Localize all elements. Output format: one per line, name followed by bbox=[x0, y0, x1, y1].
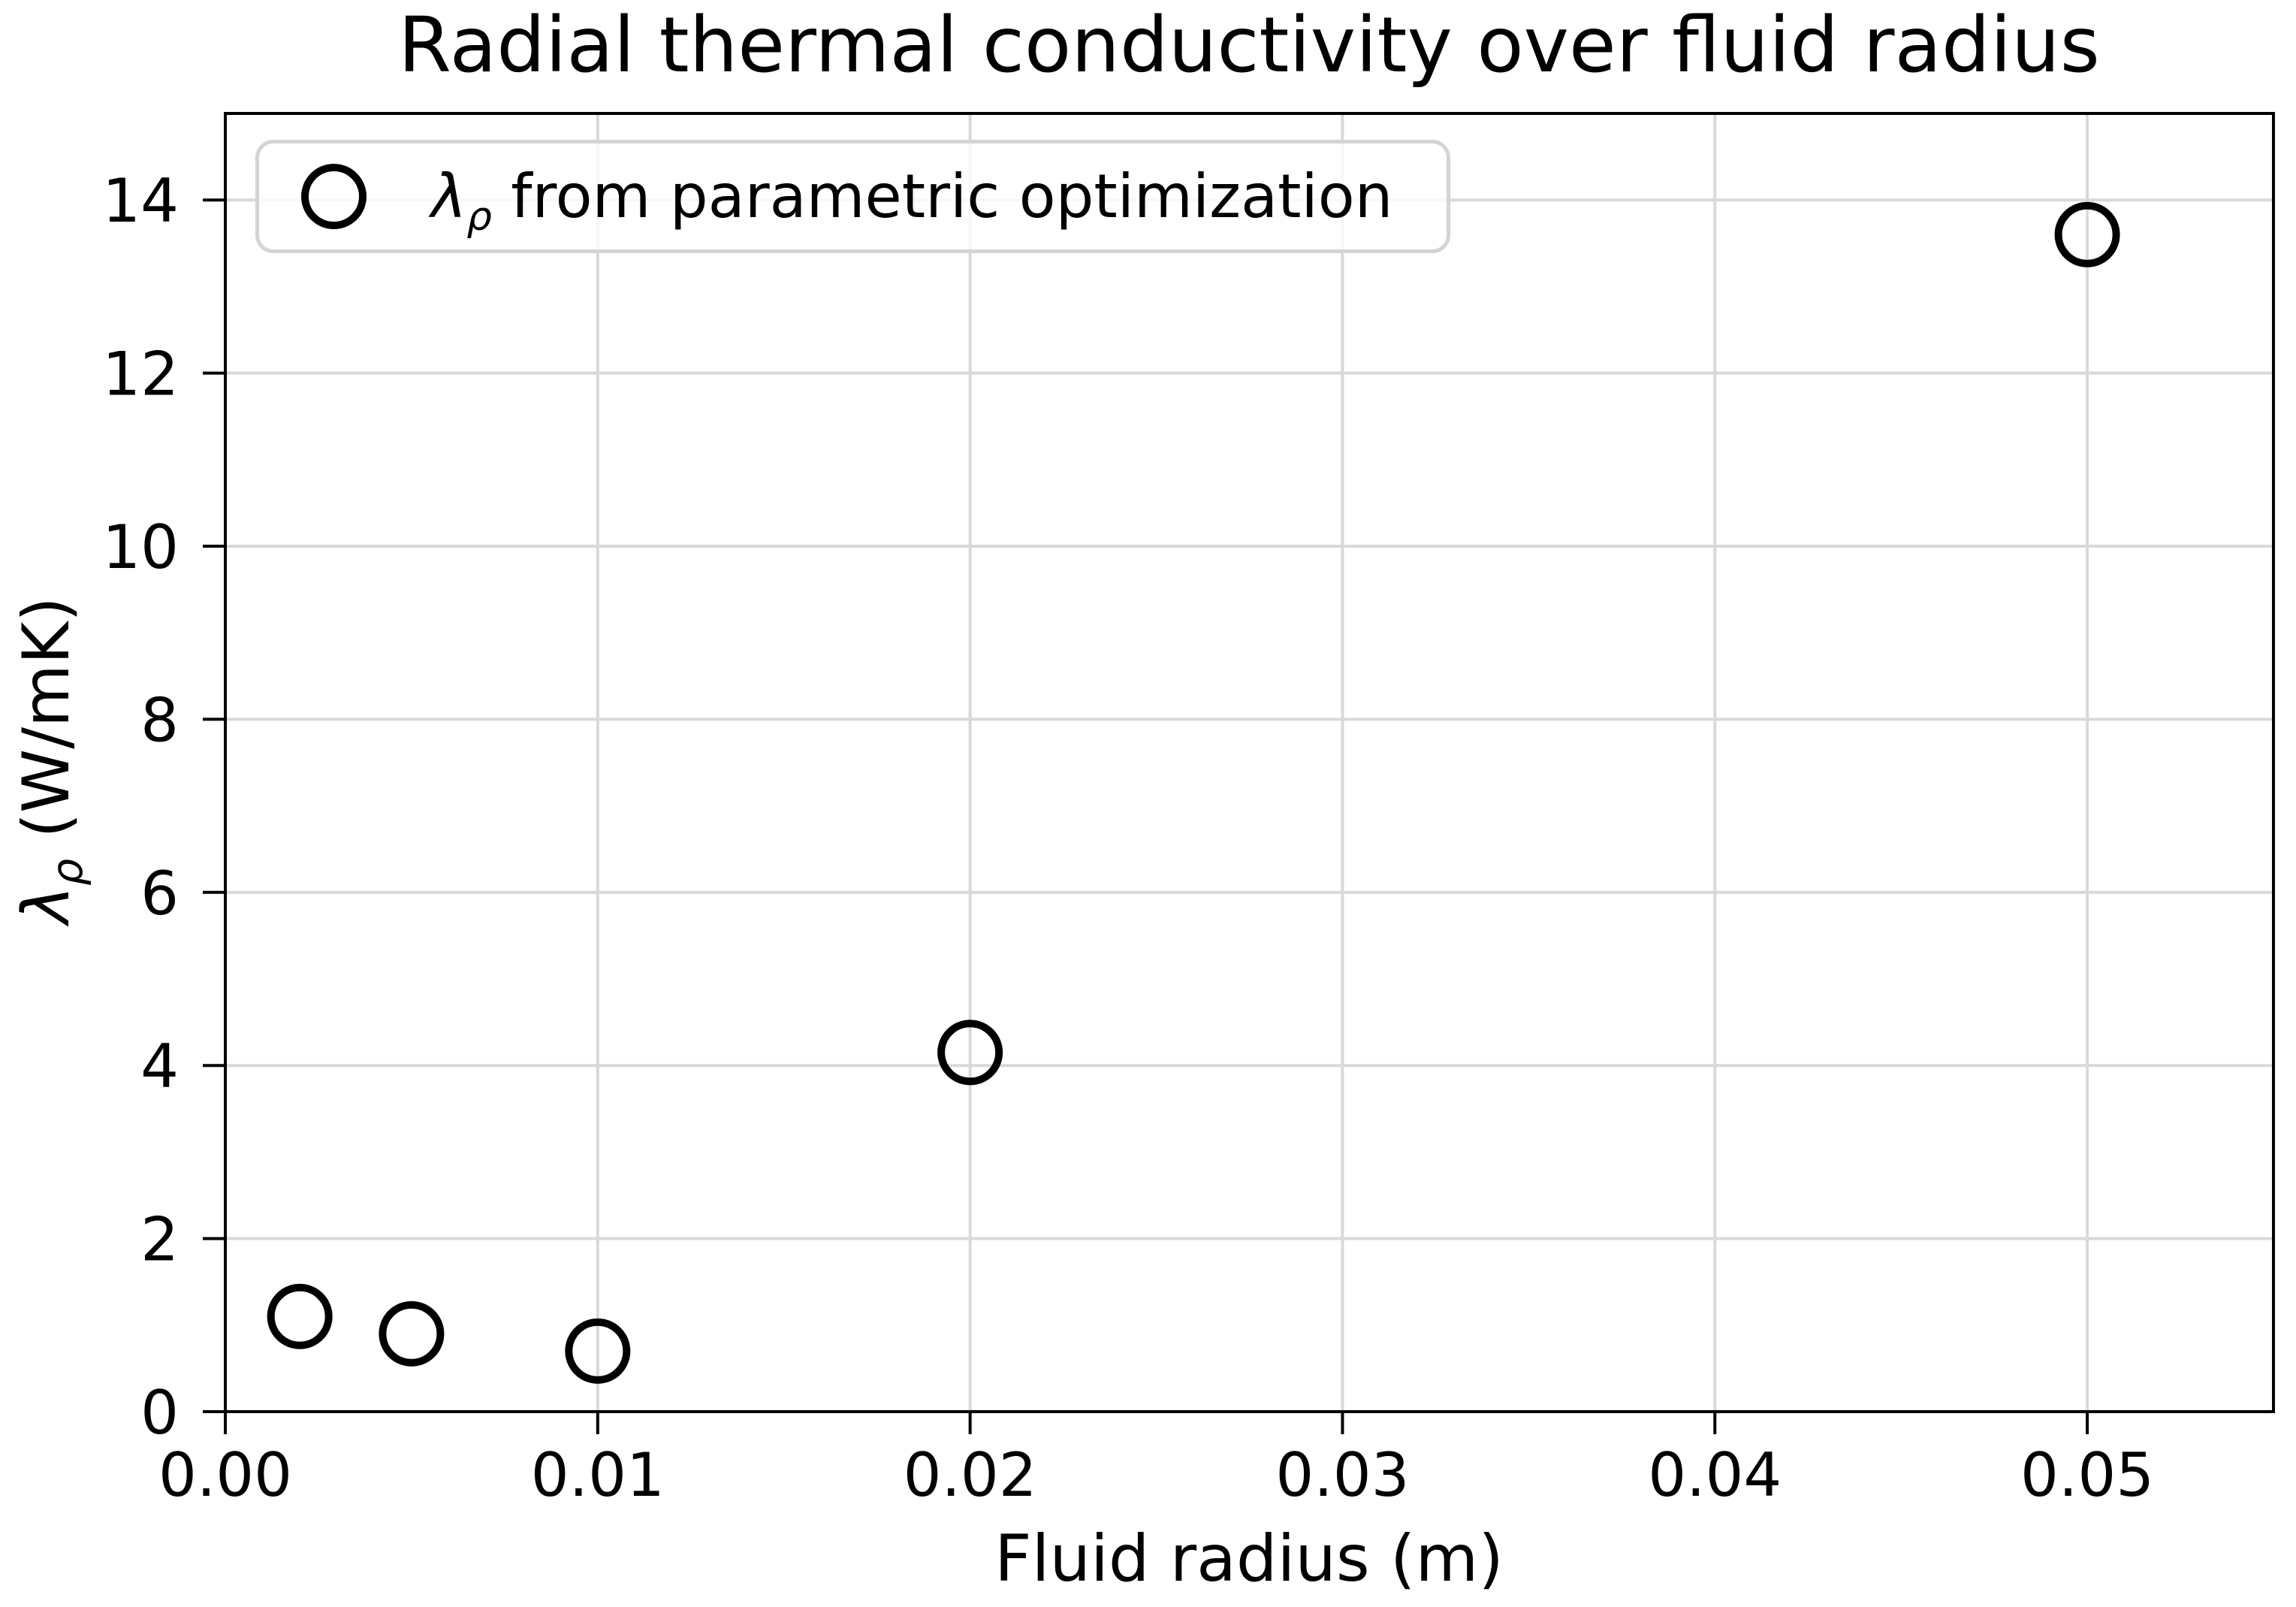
y-tick-label: 6 bbox=[140, 859, 179, 929]
y-tick-label: 0 bbox=[140, 1378, 179, 1448]
y-axis-label-units: (W/mK) bbox=[9, 597, 84, 859]
data-point-marker bbox=[267, 1283, 333, 1349]
x-tick-label: 0.02 bbox=[904, 1440, 1037, 1510]
x-tick-label: 0.04 bbox=[1648, 1440, 1782, 1510]
x-axis-label: Fluid radius (m) bbox=[994, 1521, 1504, 1596]
y-tick-label: 14 bbox=[102, 166, 179, 236]
legend-label: λρ from parametric optimization bbox=[431, 166, 1392, 236]
y-tick-label: 10 bbox=[102, 512, 179, 582]
legend-label-symbol: λ bbox=[431, 161, 467, 231]
y-axis-label-symbol: λ bbox=[9, 885, 84, 924]
x-tick-label: 0.00 bbox=[158, 1440, 292, 1510]
x-tick-label: 0.05 bbox=[2020, 1440, 2154, 1510]
legend-open-circle-marker-icon bbox=[301, 164, 367, 229]
data-point-marker bbox=[937, 1019, 1003, 1086]
y-tick-label: 8 bbox=[140, 685, 179, 755]
y-axis-label: λρ (W/mK) bbox=[9, 597, 92, 924]
y-axis-label-subscript: ρ bbox=[43, 858, 93, 886]
legend-label-subscript: ρ bbox=[466, 193, 492, 240]
x-tick-label: 0.03 bbox=[1275, 1440, 1409, 1510]
y-tick-label: 4 bbox=[140, 1032, 179, 1101]
data-point-marker bbox=[2054, 201, 2120, 267]
chart-title: Radial thermal conductivity over fluid r… bbox=[398, 1, 2100, 90]
axes-spines bbox=[224, 112, 2275, 1413]
x-tick-label: 0.01 bbox=[531, 1440, 665, 1510]
y-tick-label: 2 bbox=[140, 1205, 179, 1275]
legend-label-rest: from parametric optimization bbox=[491, 161, 1393, 231]
data-point-marker bbox=[379, 1300, 445, 1367]
legend: λρ from parametric optimization bbox=[255, 140, 1450, 253]
data-point-marker bbox=[565, 1318, 631, 1384]
y-tick-label: 12 bbox=[102, 340, 179, 409]
